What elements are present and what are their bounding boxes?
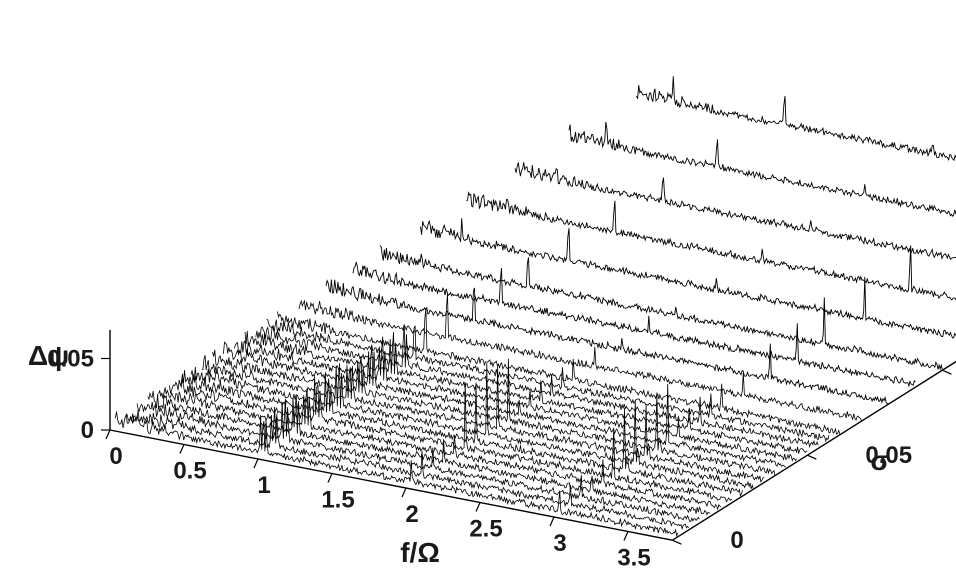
y-tick	[807, 455, 816, 459]
x-tick-label: 1	[257, 472, 270, 499]
spectrum-trace	[569, 122, 956, 250]
y-axis-label: σ	[870, 445, 889, 476]
y-tick	[672, 540, 681, 544]
spectrum-trace	[421, 218, 956, 343]
x-tick	[254, 459, 258, 468]
axes: 00.511.522.533.500.050.10.150.200.05f/Ωσ…	[28, 183, 956, 571]
y-tick-label: 0	[730, 527, 743, 554]
y-tick	[942, 370, 951, 374]
x-tick	[106, 430, 110, 439]
spectrum-trace	[380, 245, 942, 370]
spectrum-trace	[637, 76, 956, 208]
x-tick-label: 1.5	[321, 487, 354, 514]
x-tick	[624, 532, 628, 541]
x-tick-label: 0	[109, 443, 122, 470]
x-tick	[180, 445, 184, 454]
spectrum-trace	[515, 162, 956, 285]
spectrum-trace	[148, 391, 710, 515]
x-axis-label: f/Ω	[400, 537, 440, 568]
z-axis-label: Δψ	[28, 340, 69, 371]
x-tick-label: 3	[553, 530, 566, 557]
x-tick-label: 3.5	[617, 545, 650, 572]
spectrum-trace	[353, 262, 915, 386]
x-tick	[328, 474, 332, 483]
x-tick-label: 2	[405, 501, 418, 528]
x-tick	[476, 503, 480, 512]
x-tick-label: 2.5	[469, 516, 502, 543]
traces-group	[115, 76, 956, 536]
x-tick	[402, 488, 406, 497]
x-tick-label: 0.5	[173, 458, 206, 485]
x-tick	[550, 517, 554, 526]
waterfall-spectra-plot: 00.511.522.533.500.050.10.150.200.05f/Ωσ…	[0, 0, 956, 584]
z-tick-label: 0	[81, 417, 94, 444]
